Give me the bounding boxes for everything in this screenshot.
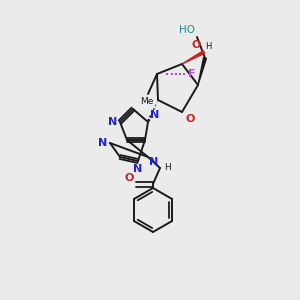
Text: O: O — [185, 114, 194, 124]
Polygon shape — [182, 51, 205, 64]
Text: N: N — [134, 164, 142, 174]
Text: HO: HO — [179, 25, 195, 35]
Text: H: H — [164, 164, 171, 172]
Polygon shape — [198, 58, 206, 85]
Text: N: N — [98, 138, 107, 148]
Text: O: O — [124, 173, 134, 183]
Text: N: N — [149, 157, 158, 167]
Text: N: N — [150, 110, 159, 120]
Text: F: F — [188, 69, 196, 79]
Text: H: H — [205, 42, 211, 51]
Text: Me: Me — [140, 97, 154, 106]
Text: O: O — [192, 40, 201, 50]
Text: N: N — [108, 117, 117, 127]
